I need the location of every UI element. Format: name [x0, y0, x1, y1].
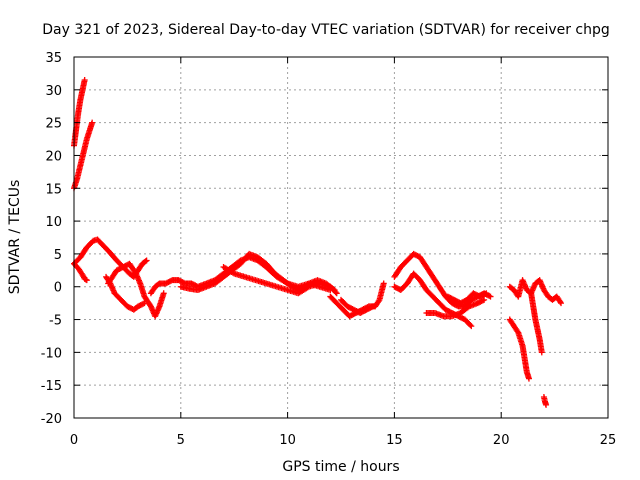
x-tick-label: 5	[177, 433, 185, 448]
y-tick-label: -10	[41, 346, 62, 361]
data-point	[514, 328, 521, 335]
x-tick-label: 10	[279, 433, 296, 448]
plot-frame	[73, 56, 609, 419]
y-tick-label: 0	[54, 281, 62, 296]
data-point	[141, 300, 148, 307]
data-point	[483, 290, 490, 297]
data-point	[142, 258, 149, 265]
x-tick-label: 25	[600, 433, 617, 448]
y-tick-label: 20	[45, 149, 62, 164]
y-tick-label: 30	[45, 84, 62, 99]
y-tick-label: 5	[54, 248, 62, 263]
data-point	[332, 289, 339, 296]
data-point	[380, 280, 387, 287]
data-points	[71, 76, 565, 408]
data-point	[468, 323, 475, 330]
data-point	[89, 119, 96, 126]
data-point	[229, 269, 236, 276]
data-point	[375, 298, 382, 305]
y-tick-label: 25	[45, 117, 62, 132]
data-point	[467, 322, 474, 329]
y-tick-label: 10	[45, 215, 62, 230]
data-point	[333, 290, 340, 297]
grid	[74, 57, 608, 418]
data-point	[481, 296, 488, 303]
data-point	[368, 304, 375, 311]
data-point	[558, 300, 565, 307]
data-point	[479, 297, 486, 304]
data-point	[82, 276, 89, 283]
y-tick-label: -20	[41, 412, 62, 427]
data-point	[83, 277, 90, 284]
data-point	[538, 349, 545, 356]
x-tick-label: 20	[493, 433, 510, 448]
data-point	[543, 401, 550, 408]
data-point	[481, 290, 488, 297]
x-tick-label: 15	[386, 433, 403, 448]
data-point	[140, 300, 147, 307]
data-point	[557, 298, 564, 305]
data-point	[487, 293, 494, 300]
y-tick-label: 35	[45, 51, 62, 66]
y-axis-title: SDTVAR / TECUs	[7, 180, 23, 295]
ticks	[73, 56, 609, 419]
data-point	[81, 76, 88, 83]
data-point	[370, 303, 377, 310]
data-point	[143, 257, 150, 264]
x-axis-title: GPS time / hours	[282, 459, 399, 475]
y-tick-label: -5	[49, 314, 62, 329]
tick-labels: 0 5 10 15 20 25 -20 -15 -10 -5 0 5 10 15 20 25 30 35	[41, 51, 617, 448]
chart-title: Day 321 of 2023, Sidereal Day-to-day VTE…	[42, 22, 610, 38]
x-tick-label: 0	[70, 433, 78, 448]
data-point	[525, 375, 532, 382]
y-tick-label: 15	[45, 182, 62, 197]
data-point	[304, 284, 311, 291]
y-tick-label: -15	[41, 379, 62, 394]
data-point	[160, 290, 167, 297]
